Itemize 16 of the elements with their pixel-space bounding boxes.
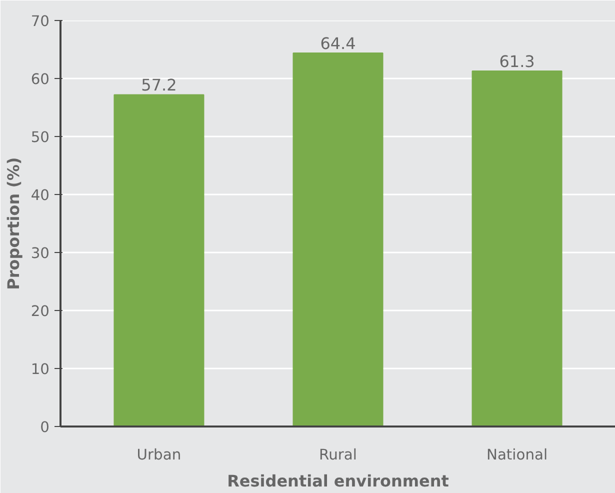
x-axis-title: Residential environment [227,472,450,490]
y-tick-label: 50 [30,129,50,146]
data-label: 61.3 [499,52,535,71]
x-tick-label: National [486,446,548,464]
x-tick-label: Rural [319,446,357,464]
y-tick-label: 30 [30,245,50,262]
y-tick-label: 0 [40,419,50,436]
y-tick-label: 70 [30,13,50,30]
y-tick-label: 20 [30,303,50,320]
data-label: 57.2 [141,76,177,95]
data-label: 64.4 [320,34,356,53]
x-tick-label: Urban [136,446,182,464]
y-tick-label: 40 [30,187,50,204]
y-tick-label: 10 [30,361,50,378]
y-tick-label: 60 [30,71,50,88]
y-axis-title: Proportion (%) [4,157,23,290]
